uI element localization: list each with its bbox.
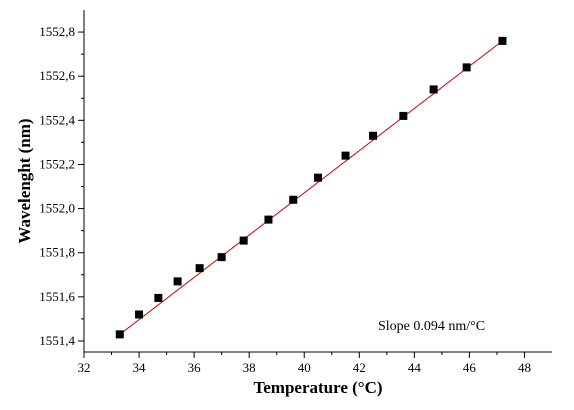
data-point — [341, 151, 350, 160]
data-point — [173, 277, 182, 286]
y-tick-label: 1552,6 — [39, 68, 75, 83]
y-axis-title: Wavelenght (nm) — [15, 118, 34, 243]
x-tick-label: 42 — [353, 360, 366, 375]
x-ticks: 32 34 36 38 40 42 44 46 48 — [78, 352, 531, 375]
data-point — [498, 36, 507, 45]
data-point — [239, 236, 248, 245]
y-tick-label: 1552,0 — [39, 201, 75, 216]
x-tick-label: 34 — [133, 360, 147, 375]
data-point — [135, 310, 144, 319]
x-tick-label: 46 — [463, 360, 477, 375]
y-tick-label: 1551,8 — [39, 245, 75, 260]
x-tick-label: 36 — [188, 360, 202, 375]
y-tick-label: 1551,6 — [39, 289, 75, 304]
data-point — [217, 253, 226, 262]
y-tick-label: 1552,2 — [39, 156, 75, 171]
x-tick-label: 48 — [518, 360, 531, 375]
y-ticks: 1551,4 1551,6 1551,8 1552,0 1552,2 1552,4 1552… — [39, 24, 84, 348]
x-tick-label: 32 — [78, 360, 91, 375]
data-point — [462, 63, 471, 72]
y-tick-label: 1552,8 — [39, 24, 75, 39]
x-tick-label: 40 — [298, 360, 311, 375]
x-axis-title: Temperature (°C) — [253, 378, 382, 397]
data-points — [115, 36, 507, 339]
data-point — [115, 330, 124, 339]
slope-annotation: Slope 0.094 nm/°C — [378, 319, 485, 334]
fit-line — [119, 40, 503, 335]
fit-line-group — [119, 40, 503, 335]
data-point — [154, 293, 163, 302]
axes — [83, 10, 552, 353]
data-point — [289, 195, 298, 204]
data-point — [264, 215, 273, 224]
x-tick-label: 38 — [243, 360, 256, 375]
y-tick-label: 1552,4 — [39, 112, 75, 127]
data-point — [195, 264, 204, 273]
data-point — [429, 85, 438, 94]
data-point — [399, 111, 408, 120]
data-point — [369, 131, 378, 140]
x-tick-label: 44 — [408, 360, 422, 375]
y-tick-label: 1551,4 — [39, 333, 75, 348]
data-point — [314, 173, 322, 182]
